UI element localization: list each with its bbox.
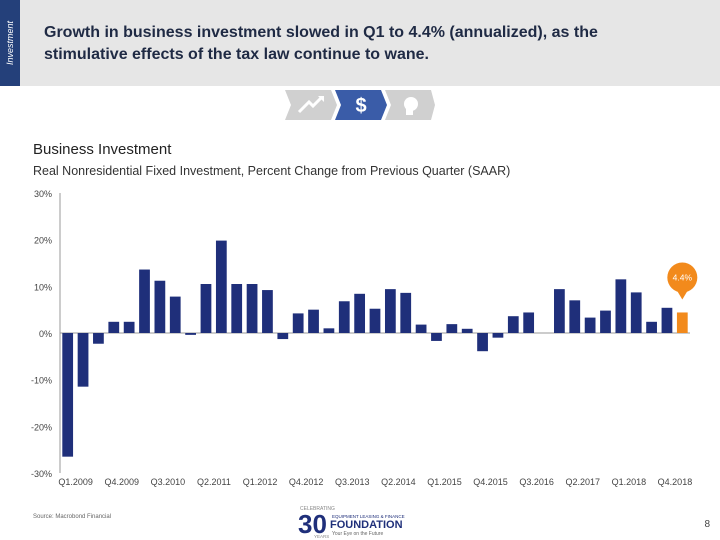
x-tick-label: Q4.2018 bbox=[658, 477, 693, 487]
bar bbox=[231, 284, 243, 333]
bar bbox=[630, 292, 642, 333]
svg-text:Your Eye on the Future: Your Eye on the Future bbox=[332, 531, 383, 537]
y-tick-label: 10% bbox=[34, 282, 52, 292]
x-tick-label: Q1.2015 bbox=[427, 477, 462, 487]
svg-text:EQUIPMENT LEASING & FINANCE: EQUIPMENT LEASING & FINANCE bbox=[332, 514, 405, 519]
trend-arrow-icon bbox=[297, 96, 323, 114]
bar bbox=[615, 279, 627, 333]
bar bbox=[554, 289, 565, 333]
highlight-bar bbox=[676, 312, 688, 333]
bar bbox=[169, 296, 181, 333]
bar bbox=[369, 308, 381, 333]
bar bbox=[262, 290, 273, 333]
chart-title: Business Investment bbox=[33, 141, 172, 158]
nav-trend[interactable] bbox=[285, 90, 337, 120]
x-tick-label: Q1.2018 bbox=[612, 477, 647, 487]
bar bbox=[646, 321, 657, 333]
nav-dollar[interactable]: $ bbox=[335, 90, 387, 120]
bar bbox=[338, 301, 350, 333]
source-note: Source: Macrobond Financial bbox=[33, 514, 112, 520]
highlight-callout-pointer bbox=[676, 289, 689, 300]
bar bbox=[62, 333, 74, 457]
bar bbox=[139, 269, 150, 333]
nav-head[interactable] bbox=[385, 90, 435, 120]
x-tick-label: Q3.2010 bbox=[151, 477, 186, 487]
x-tick-label: Q1.2012 bbox=[243, 477, 278, 487]
x-tick-label: Q4.2009 bbox=[105, 477, 140, 487]
x-tick-label: Q3.2013 bbox=[335, 477, 370, 487]
y-tick-label: -20% bbox=[31, 422, 52, 432]
y-tick-label: 30% bbox=[34, 189, 52, 199]
section-tab[interactable]: Investment bbox=[0, 0, 20, 86]
bar bbox=[507, 316, 519, 333]
y-tick-label: 20% bbox=[34, 236, 52, 246]
section-tab-label: Investment bbox=[5, 20, 15, 66]
svg-text:YEARS: YEARS bbox=[314, 534, 329, 539]
foundation-logo: CELEBRATING 30 YEARS EQUIPMENT LEASING &… bbox=[298, 506, 405, 539]
chart-subtitle: Real Nonresidential Fixed Investment, Pe… bbox=[33, 164, 511, 178]
bar bbox=[600, 310, 611, 333]
bar bbox=[123, 321, 135, 333]
highlight-callout bbox=[667, 262, 698, 293]
bar bbox=[246, 284, 258, 333]
bar bbox=[584, 317, 596, 333]
bar bbox=[200, 284, 212, 333]
bar bbox=[661, 307, 673, 333]
bar bbox=[108, 321, 120, 333]
svg-text:CELEBRATING: CELEBRATING bbox=[300, 506, 335, 512]
bar bbox=[323, 328, 335, 333]
bar bbox=[477, 333, 488, 352]
x-tick-label: Q1.2009 bbox=[58, 477, 93, 487]
x-tick-label: Q2.2017 bbox=[565, 477, 600, 487]
y-tick-label: 0% bbox=[39, 329, 52, 339]
bar bbox=[431, 333, 442, 341]
x-tick-label: Q3.2016 bbox=[519, 477, 554, 487]
topic-nav: $ bbox=[285, 90, 435, 120]
page-number: 8 bbox=[704, 519, 710, 530]
bar bbox=[185, 333, 196, 335]
bar bbox=[446, 324, 458, 333]
x-tick-label: Q2.2011 bbox=[197, 477, 231, 487]
bar bbox=[77, 333, 89, 387]
bar bbox=[384, 289, 396, 333]
bar bbox=[523, 312, 535, 333]
x-tick-label: Q4.2015 bbox=[473, 477, 508, 487]
bar bbox=[215, 240, 227, 333]
svg-text:30: 30 bbox=[298, 509, 327, 539]
header-bar: Investment Growth in business investment… bbox=[0, 0, 720, 86]
bar bbox=[492, 333, 504, 338]
bar bbox=[277, 333, 289, 340]
slide-headline: Growth in business investment slowed in … bbox=[44, 24, 598, 63]
bar-chart: 30% 20% 10% 0% -10% -20% -30% 4.4% Q1.2009 Q4.200… bbox=[31, 189, 698, 487]
bar bbox=[400, 292, 412, 333]
dollar-icon: $ bbox=[355, 95, 366, 117]
bar bbox=[292, 313, 304, 333]
bar bbox=[354, 293, 366, 333]
x-tick-label: Q4.2012 bbox=[289, 477, 324, 487]
bar bbox=[308, 309, 319, 333]
highlight-label: 4.4% bbox=[673, 272, 693, 282]
x-tick-label: Q2.2014 bbox=[381, 477, 416, 487]
bar bbox=[154, 280, 166, 333]
bar bbox=[461, 328, 473, 333]
y-tick-label: -10% bbox=[31, 376, 52, 386]
bar bbox=[415, 324, 427, 333]
y-tick-label: -30% bbox=[31, 469, 52, 479]
bar bbox=[93, 333, 104, 344]
bar bbox=[569, 300, 581, 333]
svg-text:FOUNDATION: FOUNDATION bbox=[330, 519, 403, 531]
